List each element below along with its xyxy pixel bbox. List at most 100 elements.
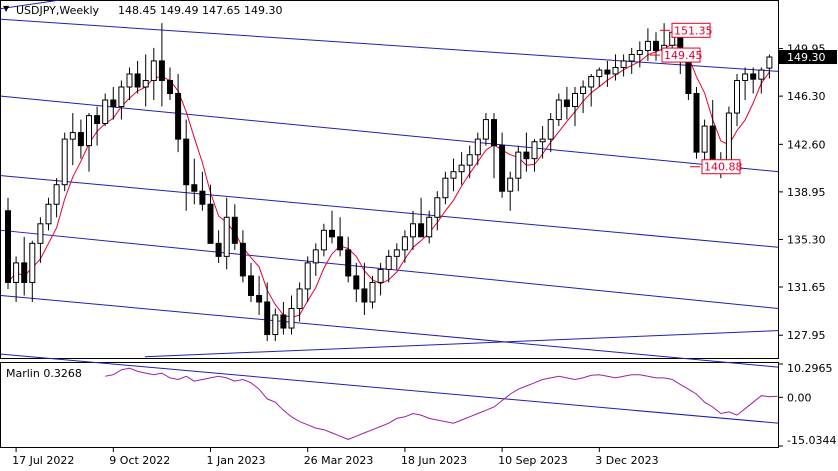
candle	[547, 113, 554, 153]
channel-line	[0, 18, 779, 72]
candle	[175, 73, 182, 153]
candle	[377, 262, 384, 296]
main-panel	[0, 0, 779, 359]
candle	[288, 295, 295, 335]
candle	[231, 204, 238, 250]
candle	[142, 54, 149, 107]
level-label: 149.45	[664, 49, 703, 62]
oscillator-axis: 10.2965 0.00 -15.0344	[778, 362, 836, 447]
oscillator-tick-label: 0.00	[787, 391, 812, 404]
oscillator-tick-label: 10.2965	[787, 362, 833, 375]
candle	[644, 28, 651, 61]
candle	[636, 41, 643, 68]
level-lines: 151.35 149.45 140.88	[650, 22, 743, 175]
candle	[337, 217, 344, 257]
candle	[5, 197, 11, 289]
candle	[134, 60, 141, 94]
oscillator	[105, 367, 778, 440]
candle	[110, 86, 117, 120]
time-axis: 17 Jul 2022 9 Oct 2022 1 Jan 2023 26 Mar 20…	[12, 448, 659, 467]
candle	[418, 197, 425, 238]
candle	[191, 158, 198, 205]
price-tick-label: 142.60	[787, 138, 826, 151]
time-tick-label: 9 Oct 2022	[109, 454, 170, 467]
candle	[199, 171, 206, 211]
candle	[426, 210, 433, 244]
candle	[118, 80, 125, 120]
level-label: 151.35	[674, 24, 713, 37]
candle	[653, 32, 659, 61]
price-tick-label: 131.65	[787, 281, 826, 294]
candle	[150, 47, 157, 101]
candle	[272, 308, 279, 342]
candle	[393, 243, 400, 270]
time-tick-label: 26 Mar 2023	[304, 454, 374, 467]
price-tick-label: 135.30	[787, 233, 826, 246]
candle	[239, 230, 246, 283]
level-label: 140.88	[704, 161, 743, 174]
candle	[29, 240, 36, 302]
candle	[734, 73, 740, 127]
channel-line	[144, 330, 779, 358]
ohlc-values: 148.45 149.49 147.65 149.30	[118, 4, 282, 17]
candle	[620, 54, 627, 77]
price-tick-label: 146.30	[787, 90, 826, 103]
candle	[296, 282, 303, 322]
candle	[701, 119, 708, 166]
candle	[458, 152, 465, 185]
candle	[61, 132, 68, 192]
channel-line	[0, 0, 64, 10]
time-tick-label: 17 Jul 2022	[12, 454, 74, 467]
candle	[86, 113, 92, 172]
candle	[491, 113, 497, 179]
candle	[531, 139, 538, 172]
candle	[588, 73, 595, 107]
candle	[102, 93, 109, 127]
price-tick-label: 127.95	[787, 329, 826, 342]
indicator-panel	[0, 362, 779, 448]
channel-line	[0, 353, 779, 424]
price-tick-label: 138.95	[787, 186, 826, 199]
time-tick-label: 1 Jan 2023	[207, 454, 266, 467]
candle	[53, 178, 60, 218]
channel-lines	[0, 0, 779, 424]
candle	[410, 210, 416, 250]
candle	[572, 86, 578, 127]
candle	[385, 249, 392, 283]
candle	[434, 191, 441, 231]
candle	[612, 54, 619, 81]
candle	[183, 119, 190, 211]
candle	[539, 126, 546, 159]
symbol-timeframe: USDJPY,Weekly	[16, 4, 100, 17]
dropdown-arrow-icon[interactable]: ▼	[3, 4, 10, 13]
channel-line	[0, 175, 779, 248]
candle	[515, 145, 522, 192]
candle	[215, 230, 222, 263]
candle	[45, 197, 52, 231]
level-label-box	[671, 22, 711, 38]
candle	[256, 275, 263, 316]
channel-line	[0, 95, 779, 173]
candle	[555, 93, 562, 127]
current-price-label: 149.30	[787, 51, 826, 64]
channel-line	[0, 294, 779, 368]
candle	[13, 256, 20, 302]
candle	[750, 67, 757, 94]
candle	[264, 282, 271, 342]
candle	[474, 132, 481, 166]
candle	[450, 158, 457, 192]
candle	[466, 145, 473, 179]
candle	[442, 171, 449, 205]
candle	[158, 23, 165, 107]
candle	[353, 262, 360, 302]
candle	[69, 113, 76, 166]
candle	[401, 230, 408, 263]
candle	[499, 132, 506, 198]
candle	[207, 184, 214, 244]
candle	[596, 67, 603, 87]
price-axis: 149.95146.30142.60138.95135.30131.65127.…	[778, 43, 837, 342]
time-tick-label: 10 Sep 2023	[498, 454, 568, 467]
candle	[766, 54, 773, 79]
candle	[248, 262, 254, 302]
